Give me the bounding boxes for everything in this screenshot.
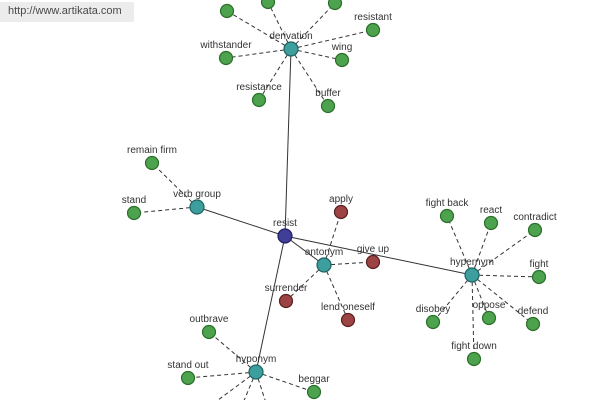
- node-fight[interactable]: [531, 269, 547, 285]
- edge-derivation-wing: [290, 48, 343, 61]
- node-label-outbrave[interactable]: outbrave: [190, 314, 229, 325]
- node-label-stand_out[interactable]: stand out: [167, 360, 208, 371]
- edge-hypernym-disobey: [432, 274, 473, 323]
- node-label-hypernym[interactable]: hypernym: [450, 257, 494, 268]
- edge-derivation-buffer: [290, 48, 329, 107]
- edge-derivation-withstander: [225, 48, 292, 59]
- node-label-contradict[interactable]: contradict: [513, 212, 557, 223]
- edge-resist-verb_group: [196, 206, 286, 237]
- node-oppose[interactable]: [481, 310, 497, 326]
- node-surrender[interactable]: [278, 293, 294, 309]
- node-label-stand[interactable]: stand: [122, 195, 146, 206]
- edge-stub-hyponym-0: [217, 371, 257, 400]
- edge-stub-hyponym-1: [243, 371, 257, 400]
- node-hypernym[interactable]: [464, 267, 480, 283]
- edge-antonym-surrender: [285, 264, 325, 302]
- edge-hypernym-oppose: [471, 274, 490, 319]
- edge-antonym-lend_oneself: [323, 264, 349, 321]
- node-antonym[interactable]: [316, 257, 332, 273]
- node-resist[interactable]: [277, 228, 293, 244]
- node-label-resist[interactable]: resist: [273, 218, 297, 229]
- edge-verb_group-stand: [133, 206, 198, 214]
- node-resistance[interactable]: [251, 92, 267, 108]
- edge-derivation-top_c: [290, 2, 336, 50]
- node-resistant[interactable]: [365, 22, 381, 38]
- node-fight_down[interactable]: [466, 351, 482, 367]
- node-label-fight_back[interactable]: fight back: [426, 198, 470, 209]
- edge-hypernym-defend: [471, 274, 534, 325]
- node-apply[interactable]: [333, 204, 349, 220]
- node-fight_back[interactable]: [439, 208, 455, 224]
- node-outbrave[interactable]: [201, 324, 217, 340]
- node-label-lend_oneself[interactable]: lend oneself: [321, 302, 375, 313]
- node-top_b[interactable]: [260, 0, 276, 10]
- node-label-oppose[interactable]: oppose: [473, 300, 506, 311]
- edge-hypernym-contradict: [471, 229, 536, 276]
- node-label-wing[interactable]: wing: [331, 42, 353, 53]
- node-hyponym[interactable]: [248, 364, 264, 380]
- node-contradict[interactable]: [527, 222, 543, 238]
- node-verb_group[interactable]: [189, 199, 205, 215]
- node-label-remain_firm[interactable]: remain firm: [127, 145, 177, 156]
- node-label-buffer[interactable]: buffer: [315, 88, 341, 99]
- edge-derivation-top_a: [226, 10, 292, 50]
- node-beggar[interactable]: [306, 384, 322, 400]
- edge-resist-derivation: [284, 48, 292, 237]
- node-top_a[interactable]: [219, 3, 235, 19]
- edge-stub-hyponym-2: [255, 371, 266, 400]
- edge-hypernym-react: [471, 222, 492, 276]
- node-remain_firm[interactable]: [144, 155, 160, 171]
- node-label-verb_group[interactable]: verb group: [173, 189, 221, 200]
- node-label-beggar[interactable]: beggar: [298, 374, 330, 385]
- node-label-defend[interactable]: defend: [518, 306, 549, 317]
- node-wing[interactable]: [334, 52, 350, 68]
- node-defend[interactable]: [525, 316, 541, 332]
- node-label-resistance[interactable]: resistance: [236, 82, 282, 93]
- edge-hyponym-beggar: [255, 371, 315, 393]
- url-label: http://www.artikata.com: [0, 2, 134, 22]
- node-label-give_up[interactable]: give up: [357, 244, 390, 255]
- node-label-withstander[interactable]: withstander: [199, 40, 252, 51]
- edge-derivation-resistance: [258, 48, 292, 101]
- node-label-fight[interactable]: fight: [530, 259, 549, 270]
- edge-derivation-top_b: [267, 1, 292, 50]
- edge-hypernym-fight: [471, 274, 540, 278]
- edge-hypernym-fight_back: [446, 215, 473, 276]
- edge-hyponym-outbrave: [208, 331, 257, 373]
- node-give_up[interactable]: [365, 254, 381, 270]
- edge-hyponym-stand_out: [187, 371, 257, 379]
- node-disobey[interactable]: [425, 314, 441, 330]
- edge-hypernym-fight_down: [471, 274, 475, 360]
- node-label-react[interactable]: react: [480, 205, 502, 216]
- node-react[interactable]: [483, 215, 499, 231]
- node-stand_out[interactable]: [180, 370, 196, 386]
- node-label-fight_down[interactable]: fight down: [451, 341, 497, 352]
- node-top_c[interactable]: [327, 0, 343, 11]
- edge-antonym-give_up: [323, 261, 374, 266]
- node-withstander[interactable]: [218, 50, 234, 66]
- edge-verb_group-remain_firm: [151, 162, 198, 208]
- node-label-hyponym[interactable]: hyponym: [236, 354, 277, 365]
- node-label-antonym[interactable]: antonym: [305, 247, 343, 258]
- node-label-disobey[interactable]: disobey: [416, 304, 450, 315]
- edge-antonym-apply: [323, 211, 342, 266]
- node-label-apply[interactable]: apply: [329, 194, 353, 205]
- node-derivation[interactable]: [283, 41, 299, 57]
- node-label-derivation[interactable]: derivation: [269, 31, 312, 42]
- node-label-surrender[interactable]: surrender: [265, 283, 308, 294]
- edge-resist-antonym: [284, 235, 325, 266]
- node-stand[interactable]: [126, 205, 142, 221]
- node-label-resistant[interactable]: resistant: [354, 12, 392, 23]
- edge-resist-hyponym: [255, 235, 286, 373]
- node-lend_oneself[interactable]: [340, 312, 356, 328]
- edge-derivation-resistant: [290, 29, 374, 50]
- node-buffer[interactable]: [320, 98, 336, 114]
- edge-resist-hypernym: [284, 235, 473, 276]
